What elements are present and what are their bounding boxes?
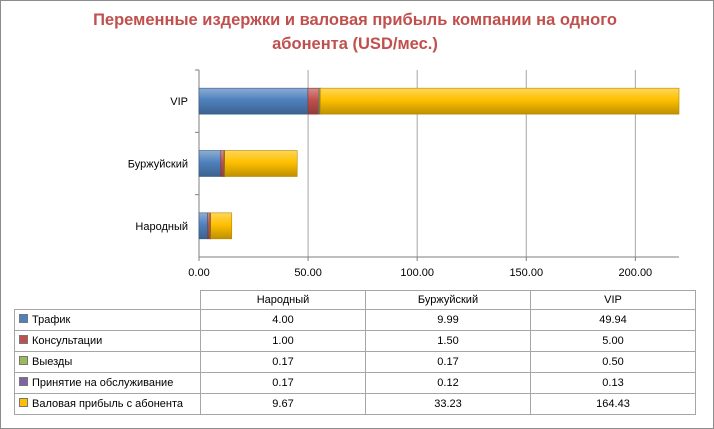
bar-traffic	[198, 87, 309, 115]
table-header-row: Народный Буржуйский VIP	[14, 290, 696, 310]
table-cell: 0.13	[530, 372, 696, 394]
table-column-header: VIP	[530, 290, 696, 310]
table-row: Принятие на обслуживание 0.17 0.12 0.13	[14, 372, 696, 394]
bar-gross-profit	[210, 212, 233, 240]
data-table: Народный Буржуйский VIP Трафик 4.00 9.99 49.94…	[14, 290, 696, 415]
table-cell: 0.17	[365, 351, 531, 373]
table-cell: 9.67	[200, 393, 366, 415]
legend-key	[19, 314, 28, 323]
y-category-label: VIP	[170, 96, 188, 108]
series-name: Трафик	[32, 314, 71, 326]
table-cell: 1.50	[365, 330, 531, 352]
y-category-label: Буржуйский	[128, 159, 188, 171]
table-cell: 4.00	[200, 309, 366, 331]
table-cell: 0.50	[530, 351, 696, 373]
x-tick-label: 200.00	[619, 267, 653, 279]
table-cell: 49.94	[530, 309, 696, 331]
table-row-header: Трафик	[14, 309, 201, 331]
bar-gross-profit	[319, 87, 680, 115]
table-cell: 33.23	[365, 393, 531, 415]
legend-key	[19, 335, 28, 344]
y-category-label: Народный	[135, 221, 188, 233]
table-row: Выезды 0.17 0.17 0.50	[14, 351, 696, 373]
table-column-header: Народный	[200, 290, 366, 310]
bar-consulting	[307, 87, 320, 115]
bar-traffic	[198, 212, 209, 240]
x-tick-label: 50.00	[294, 267, 322, 279]
series-name: Принятие на обслуживание	[32, 377, 174, 389]
series-name: Консультации	[32, 335, 103, 347]
table-row-header: Принятие на обслуживание	[14, 372, 201, 394]
table-column-header: Буржуйский	[365, 290, 531, 310]
bar-traffic	[198, 150, 222, 177]
table-row-header: Валовая прибыль с абонента	[14, 393, 201, 415]
table-cell: 5.00	[530, 330, 696, 352]
bar-consulting	[207, 212, 211, 240]
table-row: Трафик 4.00 9.99 49.94	[14, 309, 696, 331]
table-cell: 1.00	[200, 330, 366, 352]
table-row-header: Выезды	[14, 351, 201, 373]
table-cell: 0.17	[200, 372, 366, 394]
table-cell: 164.43	[530, 393, 696, 415]
table-cell: 0.12	[365, 372, 531, 394]
chart-title: Переменные издержки и валовая прибыль ко…	[93, 11, 617, 53]
table-corner	[14, 290, 201, 310]
bar-chart: 0.00 50.00 100.00 150.00 200.00 Народный Буржу…	[128, 69, 680, 279]
series-name: Валовая прибыль с абонента	[32, 398, 183, 410]
table-cell: 0.17	[200, 351, 366, 373]
x-tick-label: 150.00	[509, 267, 543, 279]
x-tick-label: 100.00	[400, 267, 434, 279]
table-cell: 9.99	[365, 309, 531, 331]
table-row: Консультации 1.00 1.50 5.00	[14, 330, 696, 352]
series-name: Выезды	[32, 356, 73, 368]
legend-key	[19, 377, 28, 386]
bar-gross-profit	[224, 150, 298, 177]
table-row-header: Консультации	[14, 330, 201, 352]
x-tick-label: 0.00	[188, 267, 209, 279]
legend-key	[19, 398, 28, 407]
table-row: Валовая прибыль с абонента 9.67 33.23 164.4…	[14, 393, 696, 415]
bar-consulting	[220, 150, 225, 177]
legend-key	[19, 356, 28, 365]
